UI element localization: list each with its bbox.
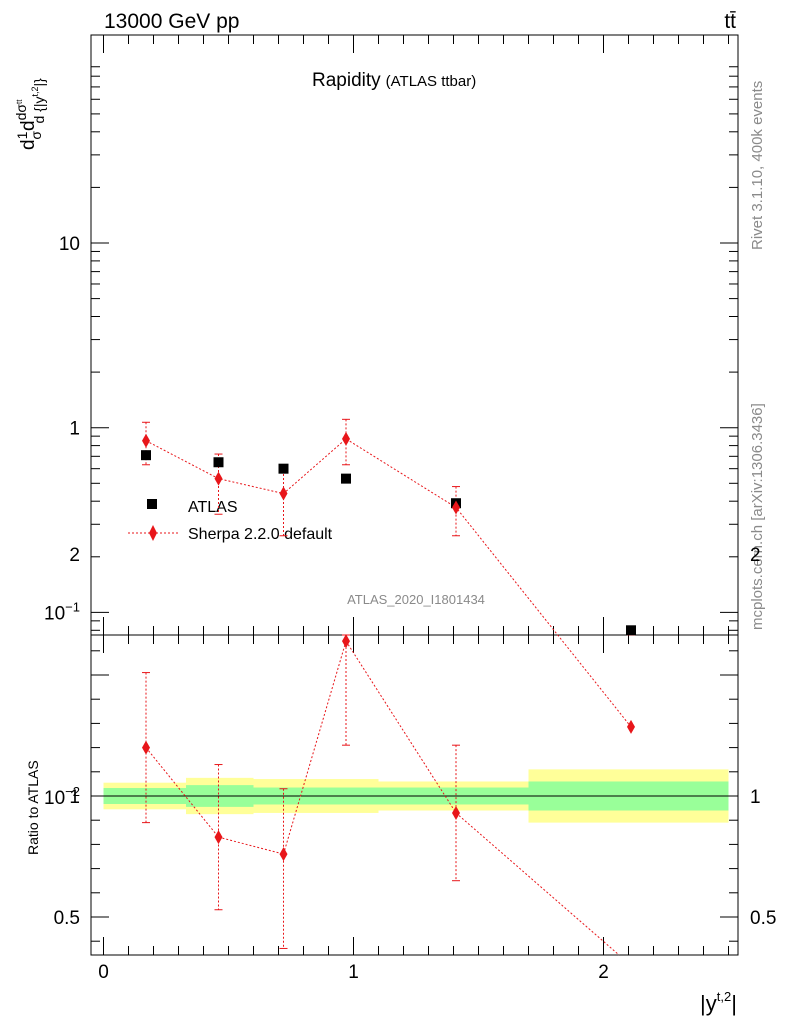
analysis-watermark: ATLAS_2020_I1801434 (347, 592, 485, 607)
y-tick-label: 10 (59, 234, 80, 255)
legend-atlas-marker (147, 499, 157, 509)
sherpa-point (627, 719, 635, 734)
ratio-y-tick-label-right: 0.5 (750, 908, 776, 929)
source-label: mcplots.cern.ch [arXiv:1306.3436] (749, 403, 766, 630)
sherpa-point (452, 500, 460, 515)
ratio-sherpa-line (455, 812, 620, 956)
y-tick-label: 10−1 (44, 599, 80, 624)
ratio-y-tick-label-left: 1 (69, 787, 80, 808)
header-left-label: 13000 GeV pp (104, 10, 239, 33)
legend: ATLAS Sherpa 2.2.0 default (128, 499, 333, 543)
sherpa-point (279, 486, 288, 501)
ratio-y-tick-label-left: 2 (69, 545, 80, 566)
ratio-sherpa-point (279, 847, 288, 862)
ratio-sherpa-line (218, 836, 284, 855)
x-axis-label: |yt,2| (700, 989, 737, 1016)
ratio-y-tick-label-right: 1 (750, 787, 761, 808)
legend-sherpa-marker (149, 525, 157, 541)
sherpa-point (142, 433, 150, 448)
ratio-panel-frame (90, 634, 739, 956)
main-panel-frame (90, 34, 739, 636)
atlas-point (213, 457, 224, 468)
chart-subtitle: (ATLAS ttbar) (386, 73, 477, 90)
sherpa-line (145, 438, 632, 728)
ratio-sherpa-line (145, 747, 219, 838)
sherpa-point (342, 431, 350, 446)
y-tick-label: 10−2 (44, 784, 80, 809)
y-tick-label: 1 (69, 419, 80, 440)
rivet-version-label: Rivet 3.1.10, 400k events (749, 81, 766, 250)
legend-atlas-label: ATLAS (188, 499, 238, 516)
sherpa-point (214, 471, 223, 486)
axis-ticks: 10 1 10−1 10−2 0 1 2 0.5 0.5 1 1 2 2 (44, 35, 776, 983)
ratio-y-tick-label-left: 0.5 (54, 908, 80, 929)
chart-title: Rapidity (ATLAS ttbar) (312, 70, 476, 91)
atlas-point (626, 625, 636, 636)
atlas-point (278, 463, 289, 474)
main-y-axis-label: d1σddσtt d {|yt,2|} (13, 78, 47, 150)
atlas-point (141, 450, 151, 461)
ratio-sherpa-line (283, 640, 347, 855)
x-tick-label: 1 (348, 962, 359, 983)
x-tick-label: 2 (598, 962, 609, 983)
atlas-point (341, 473, 351, 484)
ratio-sherpa-point (214, 830, 223, 845)
ratio-sherpa-point (452, 805, 460, 820)
header-right-label: tt̄ (724, 10, 736, 33)
x-tick-label: 0 (98, 962, 109, 983)
ratio-sherpa-point (342, 634, 350, 649)
ratio-y-tick-label-right: 2 (750, 545, 761, 566)
data-marks (141, 418, 636, 956)
chart-title-main: Rapidity (312, 70, 381, 91)
ratio-sherpa-point (142, 740, 150, 755)
main-y-axis-label-text: d1σddσtt d {|yt,2|} (13, 78, 47, 150)
legend-sherpa-label: Sherpa 2.2.0 default (188, 526, 333, 543)
ratio-uncertainty-bands (103, 769, 729, 823)
ratio-y-axis-label: Ratio to ATLAS (25, 760, 41, 855)
